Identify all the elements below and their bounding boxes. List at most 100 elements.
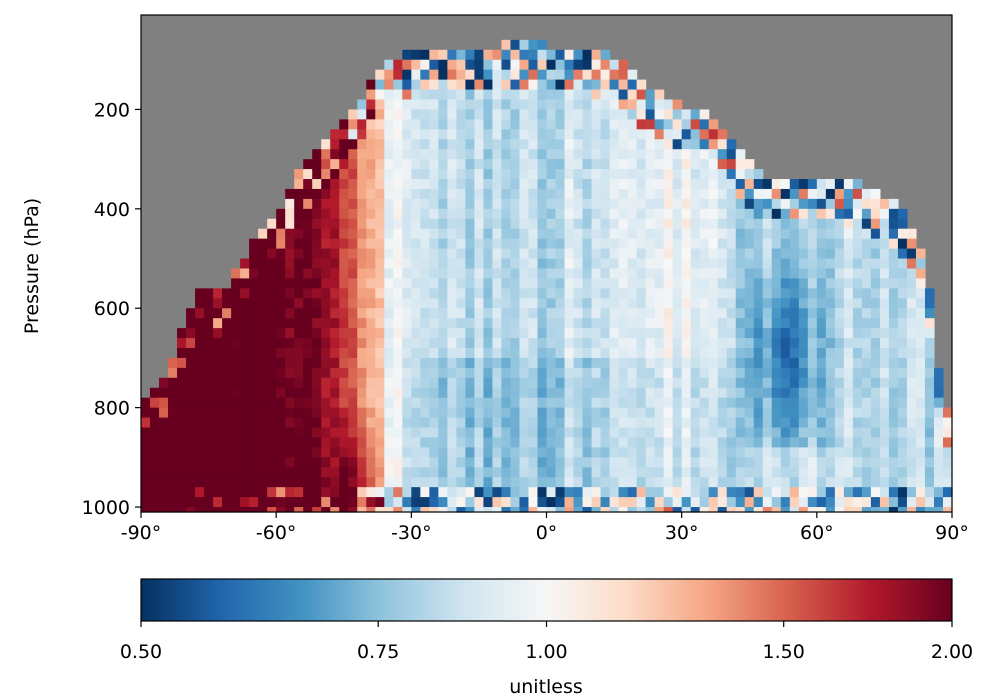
heatmap-cell	[591, 347, 602, 359]
heatmap-cell	[672, 497, 683, 508]
heatmap-cell	[519, 49, 530, 61]
heatmap-cell	[843, 497, 854, 508]
heatmap-cell	[429, 79, 439, 91]
heatmap-cell	[258, 367, 268, 379]
heatmap-cell	[402, 89, 412, 101]
heatmap-cell	[663, 149, 674, 160]
heatmap-cell	[924, 298, 935, 309]
heatmap-cell	[267, 457, 277, 468]
heatmap-cell	[375, 188, 385, 200]
heatmap-cell	[384, 457, 394, 468]
heatmap-cell	[699, 139, 710, 150]
heatmap-cell	[870, 367, 881, 379]
heatmap-cell	[321, 318, 331, 329]
heatmap-cell	[708, 208, 719, 220]
heatmap-cell	[213, 387, 223, 399]
heatmap-cell	[933, 377, 944, 389]
heatmap-cell	[555, 258, 566, 270]
heatmap-cell	[555, 218, 566, 230]
heatmap-cell	[591, 467, 602, 478]
heatmap-cell	[663, 238, 674, 250]
heatmap-cell	[321, 487, 331, 498]
heatmap-cell	[861, 477, 872, 488]
heatmap-cell	[762, 238, 773, 250]
heatmap-cell	[807, 437, 818, 448]
heatmap-cell	[321, 258, 331, 270]
heatmap-cell	[339, 387, 349, 399]
heatmap-cell	[510, 188, 521, 200]
heatmap-cell	[231, 477, 241, 488]
heatmap-cell	[267, 477, 277, 488]
heatmap-cell	[699, 268, 710, 280]
heatmap-cell	[348, 208, 358, 220]
heatmap-cell	[393, 467, 403, 478]
heatmap-cell	[690, 308, 701, 319]
heatmap-cell	[492, 308, 503, 319]
heatmap-cell	[852, 457, 863, 468]
heatmap-cell	[240, 278, 250, 289]
heatmap-cell	[834, 328, 845, 339]
heatmap-cell	[897, 218, 908, 230]
heatmap-cell	[618, 417, 629, 429]
heatmap-cell	[510, 387, 521, 399]
heatmap-cell	[924, 467, 935, 478]
heatmap-cell	[663, 288, 674, 299]
heatmap-cell	[753, 268, 764, 280]
heatmap-cell	[789, 258, 800, 270]
heatmap-cell	[312, 417, 322, 429]
heatmap-cell	[699, 298, 710, 309]
heatmap-cell	[609, 159, 620, 170]
heatmap-cell	[321, 179, 331, 190]
heatmap-cell	[186, 318, 196, 329]
heatmap-cell	[879, 208, 890, 220]
heatmap-cell	[744, 248, 755, 260]
heatmap-cell	[519, 179, 530, 190]
heatmap-cell	[186, 497, 196, 508]
heatmap-cell	[375, 437, 385, 448]
heatmap-cell	[789, 198, 800, 210]
heatmap-cell	[411, 467, 421, 478]
heatmap-cell	[600, 198, 611, 210]
heatmap-cell	[798, 258, 809, 270]
heatmap-cell	[726, 159, 737, 170]
heatmap-cell	[420, 437, 430, 448]
heatmap-cell	[510, 497, 521, 508]
heatmap-cell	[186, 407, 196, 419]
heatmap-cell	[501, 139, 512, 150]
heatmap-cell	[168, 397, 178, 409]
heatmap-cell	[807, 397, 818, 409]
heatmap-cell	[492, 417, 503, 429]
heatmap-cell	[888, 417, 899, 429]
heatmap-cell	[411, 447, 421, 458]
heatmap-cell	[672, 318, 683, 329]
heatmap-cell	[519, 487, 530, 498]
heatmap-cell	[438, 318, 448, 329]
heatmap-cell	[681, 328, 692, 339]
heatmap-cell	[141, 467, 151, 478]
heatmap-cell	[933, 487, 944, 498]
heatmap-cell	[528, 248, 539, 260]
heatmap-cell	[483, 278, 494, 289]
heatmap-cell	[474, 129, 485, 140]
heatmap-cell	[654, 308, 665, 319]
heatmap-cell	[429, 268, 439, 280]
heatmap-cell	[213, 347, 223, 359]
heatmap-cell	[609, 507, 620, 513]
heatmap-cell	[654, 387, 665, 399]
heatmap-cell	[528, 357, 539, 369]
heatmap-cell	[258, 417, 268, 429]
heatmap-cell	[618, 377, 629, 389]
heatmap-cell	[690, 487, 701, 498]
heatmap-cell	[384, 467, 394, 478]
heatmap-cell	[744, 357, 755, 369]
heatmap-cell	[339, 397, 349, 409]
heatmap-cell	[726, 407, 737, 419]
heatmap-cell	[798, 308, 809, 319]
heatmap-cell	[591, 377, 602, 389]
heatmap-cell	[627, 338, 638, 349]
heatmap-cell	[402, 447, 412, 458]
heatmap-cell	[843, 238, 854, 250]
heatmap-cell	[600, 109, 611, 120]
heatmap-cell	[663, 258, 674, 270]
heatmap-cell	[285, 198, 295, 210]
